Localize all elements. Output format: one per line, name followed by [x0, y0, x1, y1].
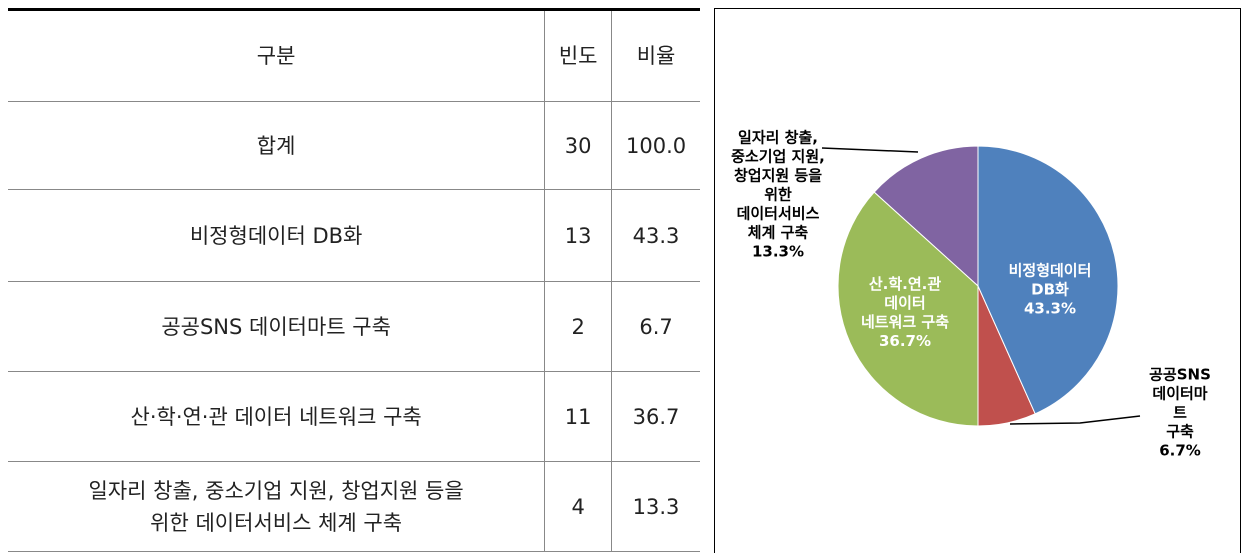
slice-label: 산.학.연.관 데이터 네트워크 구축 36.7% — [861, 275, 949, 351]
slice-name: 공공SNS 데이터마트 구축 — [1149, 365, 1211, 441]
slice-name: 비정형데이터 DB화 — [1008, 261, 1092, 299]
table-cell: 공공SNS 데이터마트 구축 — [8, 281, 545, 372]
slice-label: 일자리 창출, 중소기업 지원, 창업지원 등을 위한 데이터서비스 체계 구축… — [731, 129, 825, 262]
table-cell: 100.0 — [611, 101, 700, 190]
slice-label: 비정형데이터 DB화 43.3% — [1009, 262, 1092, 319]
table-row: 산·학·연·관 데이터 네트워크 구축 11 36.7 — [8, 371, 700, 462]
table-cell: 산·학·연·관 데이터 네트워크 구축 — [8, 371, 545, 462]
table-cell: 43.3 — [611, 189, 700, 282]
table-row: 일자리 창출, 중소기업 지원, 창업지원 등을 위한 데이터서비스 체계 구축… — [8, 461, 700, 552]
table-cell: 비율 — [611, 9, 700, 102]
pie-slice — [977, 145, 1119, 415]
table: 구분 빈도 비율 합계 30 100.0 비정형데이터 DB화 13 43.3 공공SNS 데이터… — [8, 8, 700, 552]
slice-value: 36.7% — [878, 332, 932, 350]
table-cell: 합계 — [8, 101, 545, 190]
table-row: 구분 빈도 비율 — [8, 9, 700, 102]
table-row: 합계 30 100.0 — [8, 101, 700, 190]
table-cell: 13 — [544, 189, 612, 282]
table-row: 공공SNS 데이터마트 구축 2 6.7 — [8, 281, 700, 372]
chart-frame — [714, 8, 1241, 553]
table-cell: 36.7 — [611, 371, 700, 462]
table-cell: 13.3 — [611, 461, 700, 552]
slice-value: 6.7% — [1159, 441, 1201, 460]
table-cell: 비정형데이터 DB화 — [8, 189, 545, 282]
slice-value: 43.3% — [1023, 299, 1077, 318]
pie-slice — [873, 145, 979, 288]
slice-value: 13.3% — [751, 242, 805, 261]
leader-line — [821, 147, 919, 153]
table-cell: 2 — [544, 281, 612, 372]
table-cell: 일자리 창출, 중소기업 지원, 창업지원 등을 위한 데이터서비스 체계 구축 — [8, 461, 545, 552]
slice-name: 산.학.연.관 데이터 네트워크 구축 — [860, 275, 950, 331]
table-row: 비정형데이터 DB화 13 43.3 — [8, 189, 700, 282]
table-cell: 구분 — [8, 9, 545, 102]
slice-label: 공공SNS 데이터마트 구축 6.7% — [1146, 366, 1214, 461]
pie-slice — [837, 191, 979, 427]
table-cell: 11 — [544, 371, 612, 462]
table-cell: 빈도 — [544, 9, 612, 102]
slice-name: 일자리 창출, 중소기업 지원, 창업지원 등을 위한 데이터서비스 체계 구축 — [731, 128, 825, 242]
table-cell: 30 — [544, 101, 612, 190]
table-cell: 4 — [544, 461, 612, 552]
table-cell: 6.7 — [611, 281, 700, 372]
leader-line — [1009, 415, 1141, 425]
